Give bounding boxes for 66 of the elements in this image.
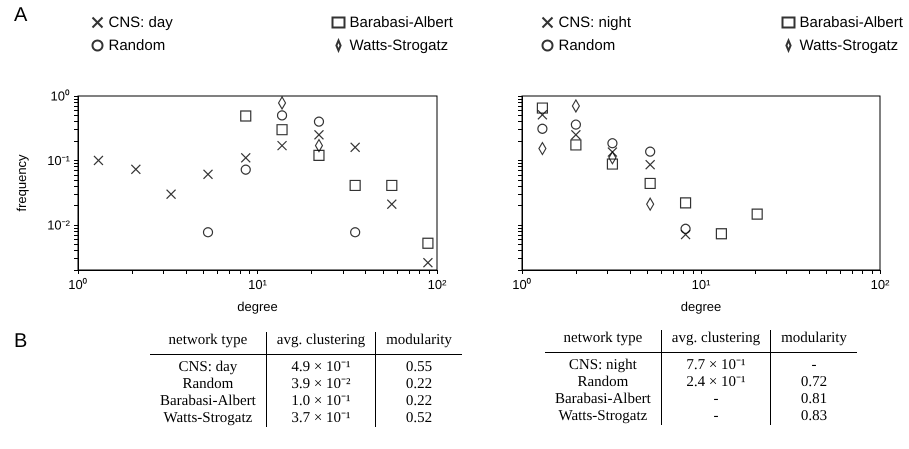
text: network type (150, 332, 266, 354)
x-tick-label: 10² (870, 277, 890, 292)
category-label: Random (577, 374, 628, 390)
x-tick-label: 10¹ (692, 277, 712, 292)
text: 0.81 (800, 391, 828, 407)
legend-label: Barabasi-Albert (800, 14, 904, 31)
category-label: CNS: day (178, 359, 238, 375)
category-label: Barabasi-Albert (555, 391, 651, 407)
text: 0.22 (406, 393, 432, 409)
point (607, 138, 618, 148)
category-label: CNS: night (568, 357, 637, 373)
text: 0.55 (406, 359, 432, 375)
point (752, 208, 763, 220)
legend-label: Barabasi-Albert (350, 14, 454, 31)
point (645, 160, 656, 170)
point (606, 158, 618, 170)
point (680, 197, 692, 208)
text: 3.9 × 10⁻² (291, 376, 351, 392)
text: 0.83 (800, 408, 828, 424)
point (680, 224, 691, 234)
text: 0.72 (800, 374, 828, 390)
text: 0.52 (406, 410, 432, 426)
legend-label: Watts-Strogatz (800, 37, 898, 54)
category-label: Random (182, 376, 234, 392)
text: 7.7 × 10⁻¹ (686, 357, 746, 373)
text: 1.0 × 10⁻¹ (291, 393, 351, 409)
text: B (14, 330, 28, 353)
text: - (713, 391, 718, 407)
y-axis-title: frequency (14, 154, 29, 212)
category-label: Barabasi-Albert (160, 393, 256, 409)
category-label: modularity (376, 332, 462, 354)
y-tick-label: 10⁻² (47, 217, 71, 232)
legend-label: CNS: day (108, 14, 174, 31)
legend-label: Random (558, 37, 616, 54)
text: 0.22 (406, 376, 432, 392)
category-label: avg. clustering (661, 330, 771, 352)
category-label: Watts-Strogatz (558, 408, 648, 424)
point (644, 178, 656, 190)
x-axis-title: degree (237, 299, 278, 314)
text: A (14, 4, 28, 27)
x-tick-label: 10¹ (248, 277, 268, 292)
legend-label: Random (108, 37, 166, 54)
x-tick-label: 10⁰ (68, 277, 88, 292)
category-label: modularity (770, 330, 857, 352)
text: 4.9 × 10⁻¹ (291, 359, 351, 375)
point (680, 229, 691, 240)
x-tick-label: 10⁰ (512, 277, 532, 292)
text: - (812, 357, 817, 373)
category-label: Watts-Strogatz (164, 410, 252, 426)
point (537, 124, 548, 134)
x-axis-title: degree (680, 299, 722, 314)
point (645, 146, 656, 157)
text: network type (545, 330, 662, 352)
text: - (713, 408, 718, 424)
point (607, 146, 618, 158)
text: 2.4 × 10⁻¹ (686, 374, 746, 390)
y-tick-label: 10⁰ (50, 88, 70, 104)
text: 3.7 × 10⁻¹ (291, 410, 351, 426)
legend-label: CNS: night (558, 14, 632, 31)
point (536, 102, 548, 114)
legend-label: Watts-Strogatz (350, 37, 448, 54)
y-tick-label: 10⁻¹ (47, 152, 71, 168)
category-label: avg. clustering (266, 332, 376, 354)
x-tick-label: 10² (428, 277, 448, 292)
point (537, 110, 548, 120)
point (716, 228, 727, 240)
